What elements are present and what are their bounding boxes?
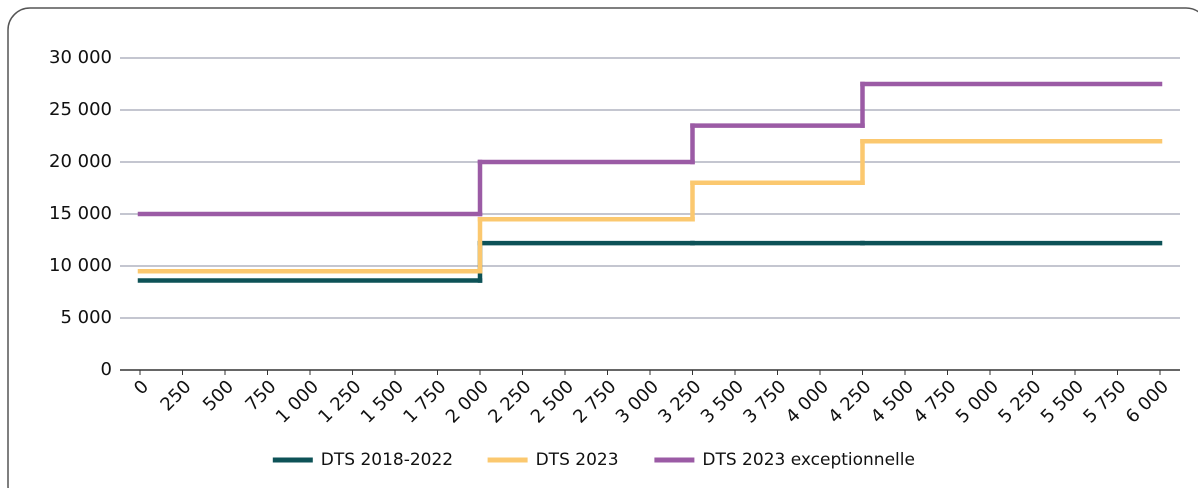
y-tick-label: 10 000 [49,255,112,276]
x-tick-label: 5 250 [994,376,1045,427]
legend-label: DTS 2023 exceptionnelle [702,450,915,470]
y-tick-label: 30 000 [49,47,112,68]
y-tick-label: 20 000 [49,151,112,172]
series [137,138,1163,274]
series [137,81,1163,217]
y-tick-label: 25 000 [49,99,112,120]
x-tick-label: 6 000 [1122,376,1173,427]
frame [7,7,1198,488]
x-tick-label: 500 [199,376,238,415]
x-tick-label: 1 250 [314,376,365,427]
x-tick-label: 3 250 [654,376,705,427]
x-tick-label: 4 750 [909,376,960,427]
x-tick-label: 4 250 [824,376,875,427]
x-tick-label: 1 500 [357,376,408,427]
x-tick-label: 2 250 [484,376,535,427]
legend-label: DTS 2023 [536,450,619,470]
x-tick-label: 3 750 [739,376,790,427]
x-tick-label: 1 750 [399,376,450,427]
x-tick-label: 5 000 [952,376,1003,427]
x-tick-label: 1 000 [272,376,323,427]
y-tick-label: 5 000 [60,307,112,328]
x-tick-label: 4 500 [867,376,918,427]
y-tick-label: 0 [101,359,112,380]
legend-label: DTS 2018-2022 [321,450,453,470]
x-tick-label: 3 000 [612,376,663,427]
x-tick-label: 250 [156,376,195,415]
x-tick-label: 0 [130,376,153,399]
series [137,240,1163,283]
y-tick-label: 15 000 [49,203,112,224]
x-tick-label: 2 000 [442,376,493,427]
x-tick-label: 5 750 [1079,376,1130,427]
x-tick-label: 4 000 [782,376,833,427]
x-tick-label: 5 500 [1037,376,1088,427]
x-tick-label: 3 500 [697,376,748,427]
x-tick-label: 2 500 [527,376,578,427]
x-tick-label: 2 750 [569,376,620,427]
